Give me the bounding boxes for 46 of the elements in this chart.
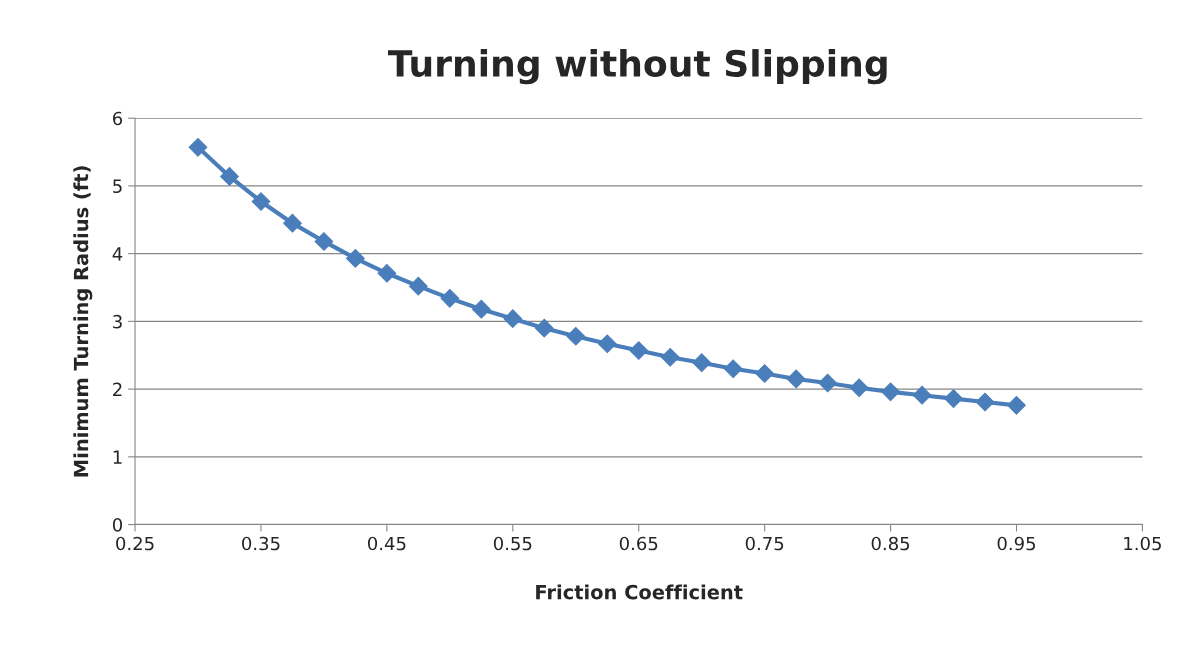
y-axis-title: Minimum Turning Radius (ft) — [73, 166, 93, 477]
point — [409, 276, 428, 296]
point — [566, 326, 586, 346]
point — [1007, 396, 1026, 415]
point — [786, 369, 806, 389]
y-tick-label: 5 — [113, 179, 122, 194]
point — [692, 353, 712, 373]
point — [723, 359, 743, 379]
x-tick-label: 0.95 — [997, 536, 1036, 551]
x-tick-label: 1.05 — [1124, 536, 1161, 551]
chart-title: Turning without Slipping — [387, 49, 887, 85]
y-tick-label: 6 — [113, 111, 123, 126]
point — [881, 382, 900, 402]
x-tick-label: 0.85 — [871, 536, 910, 551]
x-tick-label: 0.35 — [242, 536, 280, 551]
x-tick-label: 0.65 — [619, 536, 658, 551]
point — [220, 167, 239, 186]
point — [629, 341, 649, 360]
point — [188, 137, 208, 157]
point — [314, 232, 334, 251]
point — [975, 392, 995, 412]
point — [283, 213, 302, 233]
point — [346, 249, 365, 268]
y-tick-label: 2 — [113, 382, 122, 396]
point — [755, 364, 775, 383]
y-tick-label: 3 — [113, 314, 122, 329]
y-tick-label: 4 — [112, 247, 123, 261]
point — [377, 263, 397, 283]
point — [944, 389, 963, 408]
point — [849, 378, 869, 398]
x-axis-title: Friction Coefficient — [536, 584, 743, 600]
point — [660, 347, 680, 367]
point — [503, 309, 523, 329]
point — [912, 385, 932, 405]
point — [251, 192, 271, 211]
point — [440, 288, 460, 308]
x-tick-label: 0.55 — [493, 536, 532, 551]
point — [471, 299, 491, 319]
y-tick-label: 0 — [112, 518, 123, 532]
y-tick-label: 1 — [113, 450, 122, 464]
x-tick-label: 0.45 — [367, 536, 406, 551]
point — [534, 318, 554, 338]
point — [818, 373, 837, 393]
x-tick-label: 0.25 — [116, 536, 154, 551]
point — [597, 334, 617, 354]
x-tick-label: 0.75 — [745, 536, 784, 551]
